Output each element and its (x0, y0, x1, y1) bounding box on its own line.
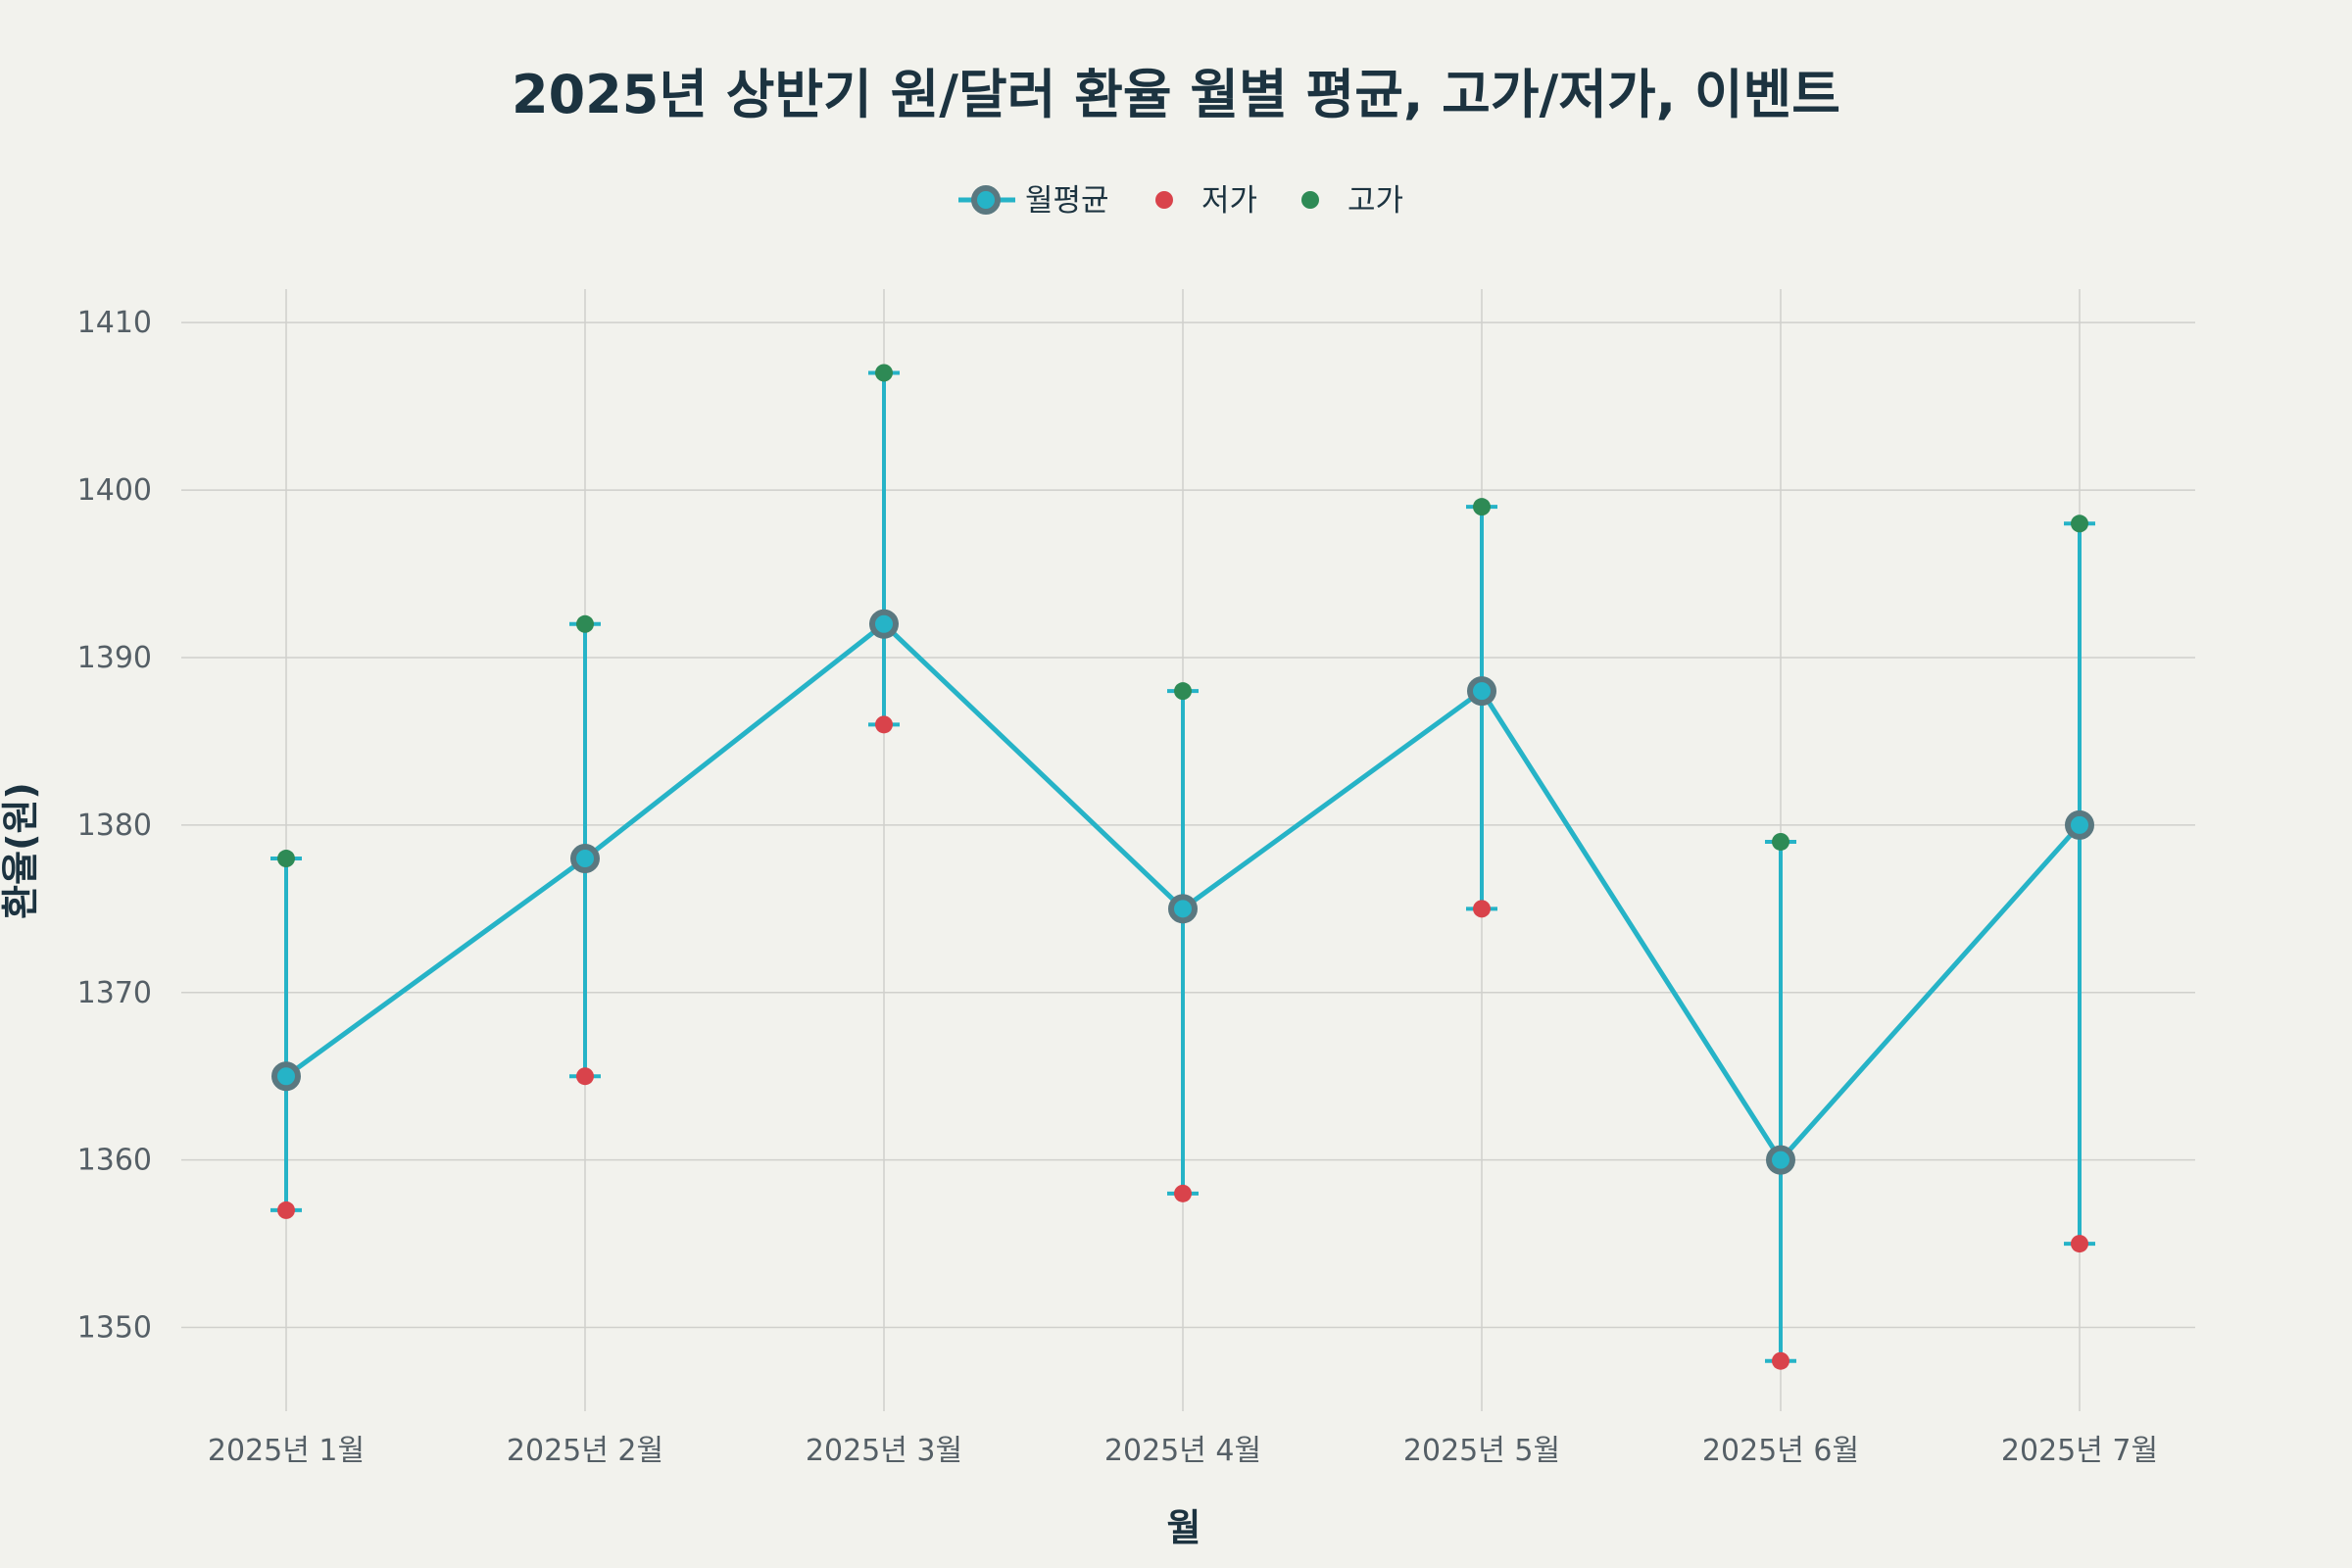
y-tick-label: 1380 (77, 808, 152, 843)
high-point[interactable] (2071, 514, 2088, 533)
average-point[interactable] (2065, 809, 2094, 840)
chart-title: 2025년 상반기 원/달러 환율 월별 평균, 고가/저가, 이벤트 (512, 64, 1840, 125)
legend-high-label: 고가 (1348, 183, 1403, 219)
legend-high-marker (1301, 191, 1319, 209)
legend-item-average[interactable]: 월평균 (958, 183, 1109, 219)
high-point[interactable] (1772, 832, 1789, 851)
x-tick-label: 2025년 5월 (1403, 1434, 1560, 1468)
legend-item-low[interactable]: 저가 (1155, 183, 1257, 219)
y-tick-label: 1360 (77, 1144, 152, 1178)
legend-low-label: 저가 (1201, 183, 1257, 219)
low-point[interactable] (1772, 1351, 1789, 1370)
high-point[interactable] (277, 850, 295, 868)
x-tick-label: 2025년 7월 (2001, 1434, 2158, 1468)
average-point[interactable] (1766, 1145, 1795, 1175)
y-tick-label: 1410 (77, 306, 152, 340)
average-point[interactable] (869, 609, 899, 639)
high-point[interactable] (875, 364, 893, 382)
low-point[interactable] (576, 1067, 594, 1086)
low-point[interactable] (875, 715, 893, 734)
average-point[interactable] (1168, 894, 1198, 924)
legend-item-high[interactable]: 고가 (1301, 183, 1403, 219)
y-tick-label: 1390 (77, 641, 152, 675)
x-tick-label: 2025년 2월 (507, 1434, 663, 1468)
x-axis-title: 월 (1167, 1506, 1201, 1549)
y-tick-label: 1370 (77, 976, 152, 1010)
x-tick-label: 2025년 1월 (208, 1434, 365, 1468)
x-tick-label: 2025년 3월 (806, 1434, 962, 1468)
high-point[interactable] (1473, 498, 1491, 516)
y-tick-label: 1350 (77, 1311, 152, 1346)
low-point[interactable] (2071, 1235, 2088, 1253)
high-point[interactable] (1174, 682, 1192, 701)
high-point[interactable] (576, 614, 594, 633)
average-point[interactable] (271, 1061, 301, 1092)
plot-area: 1350 1360 1370 1380 1390 1400 1410 2025년 1월 2025… (77, 289, 2195, 1468)
average-point[interactable] (1467, 676, 1496, 707)
x-tick-label: 2025년 4월 (1104, 1434, 1261, 1468)
legend-low-marker (1155, 191, 1173, 209)
y-tick-label: 1400 (77, 473, 152, 508)
legend-average-label: 월평균 (1025, 183, 1109, 219)
x-tick-label: 2025년 6월 (1702, 1434, 1859, 1468)
legend: 월평균 저가 고가 (958, 183, 1403, 219)
low-point[interactable] (1473, 900, 1491, 918)
legend-average-marker (971, 185, 1001, 215)
average-point[interactable] (570, 844, 600, 874)
y-axis-title: 환율(원) (0, 782, 42, 919)
low-point[interactable] (277, 1200, 295, 1219)
low-point[interactable] (1174, 1184, 1192, 1202)
